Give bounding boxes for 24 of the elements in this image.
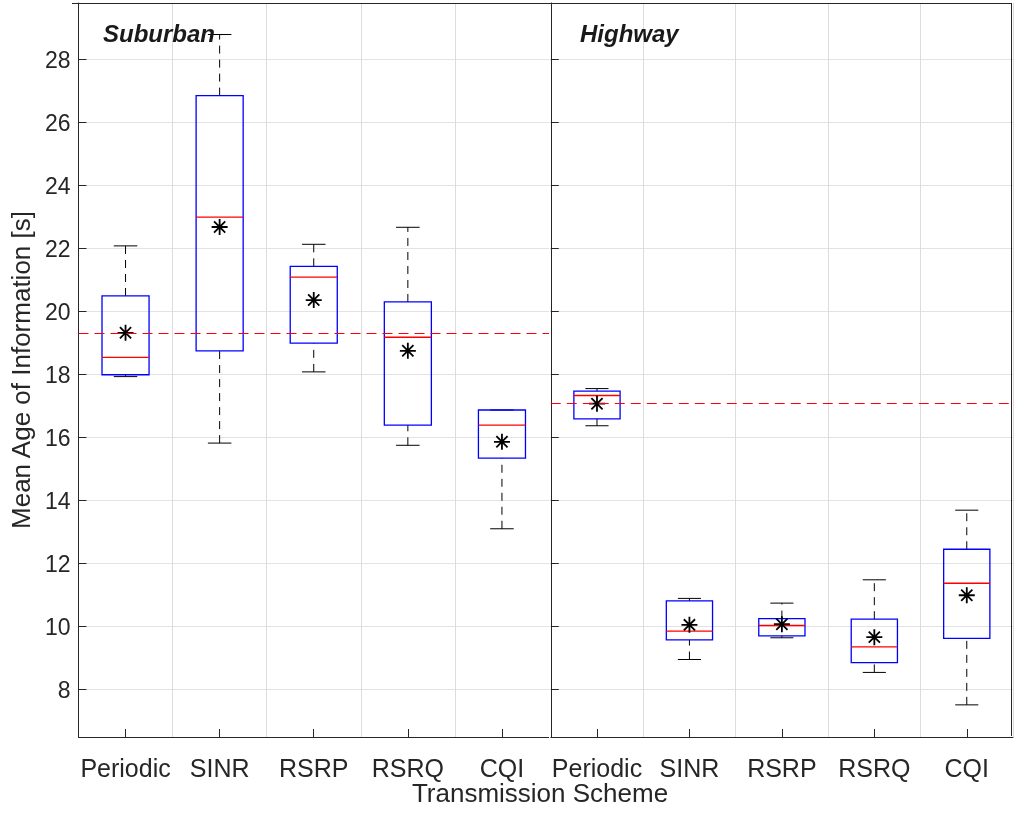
y-tick-label: 20 [44, 298, 71, 325]
x-tick-label: RSRQ [371, 753, 444, 782]
text: Suburban [103, 19, 215, 47]
x-tick-label: SINR [659, 753, 720, 782]
y-tick-label: 26 [44, 109, 71, 136]
y-tick-label: 16 [44, 424, 71, 451]
y-tick-label: 12 [44, 550, 71, 577]
x-tick-label: RSRQ [838, 753, 911, 782]
y-tick-label: 14 [44, 487, 71, 514]
y-tick-label: 24 [44, 172, 71, 199]
y-tick-label: 28 [44, 46, 71, 73]
x-tick-label: SINR [189, 753, 250, 782]
y-axis-title: Mean Age of Information [s] [6, 211, 36, 529]
y-tick-label: 22 [44, 235, 71, 262]
y-tick-label: 18 [44, 361, 71, 388]
x-tick-label: RSRP [747, 753, 817, 782]
x-tick-label: Periodic [80, 753, 171, 782]
x-tick-label: RSRP [279, 753, 349, 782]
y-tick-label: 10 [44, 613, 71, 640]
y-tick-label: 8 [57, 676, 71, 703]
text: Highway [580, 19, 681, 47]
x-tick-label: CQI [479, 753, 525, 782]
x-tick-label: Periodic [551, 753, 643, 782]
x-tick-label: CQI [944, 753, 989, 782]
